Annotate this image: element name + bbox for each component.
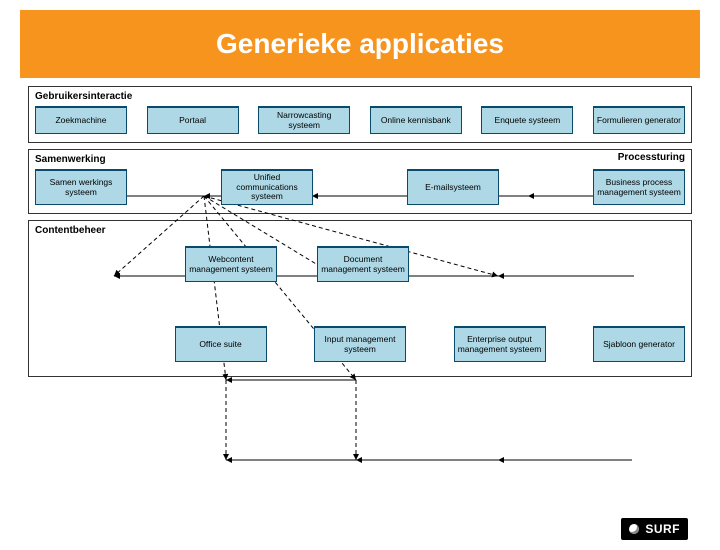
section-content-label: Contentbeheer — [35, 225, 685, 236]
box-samen: Samen werkings systeem — [35, 169, 127, 205]
title-banner: Generieke applicaties — [20, 10, 700, 78]
box-unified: Unified communications systeem — [221, 169, 313, 205]
logo-icon — [629, 524, 639, 534]
box-portaal: Portaal — [147, 106, 239, 134]
section-collab-side: Processturing — [618, 152, 685, 163]
box-zoekmachine: Zoekmachine — [35, 106, 127, 134]
box-bpm: Business process management systeem — [593, 169, 685, 205]
box-narrowcasting: Narrowcasting systeem — [258, 106, 350, 134]
box-wcm: Webcontent management systeem — [185, 246, 277, 282]
box-email: E-mailsysteem — [407, 169, 499, 205]
box-sjabloon: Sjabloon generator — [593, 326, 685, 362]
section-content: Contentbeheer Webcontent management syst… — [28, 220, 692, 377]
box-office: Office suite — [175, 326, 267, 362]
section-interaction-label: Gebruikersinteractie — [35, 91, 685, 102]
page-title: Generieke applicaties — [44, 28, 676, 60]
section-collab-label: Samenwerking — [35, 154, 685, 165]
box-kennis: Online kennisbank — [370, 106, 462, 134]
box-input: Input management systeem — [314, 326, 406, 362]
section-collab: Samenwerking Processturing Samen werking… — [28, 149, 692, 214]
logo-text: SURF — [645, 522, 680, 536]
box-output: Enterprise output management systeem — [454, 326, 546, 362]
box-dms: Document management systeem — [317, 246, 409, 282]
box-formulieren: Formulieren generator — [593, 106, 685, 134]
section-interaction: Gebruikersinteractie Zoekmachine Portaal… — [28, 86, 692, 143]
box-enquete: Enquete systeem — [481, 106, 573, 134]
logo: SURF — [621, 518, 688, 540]
